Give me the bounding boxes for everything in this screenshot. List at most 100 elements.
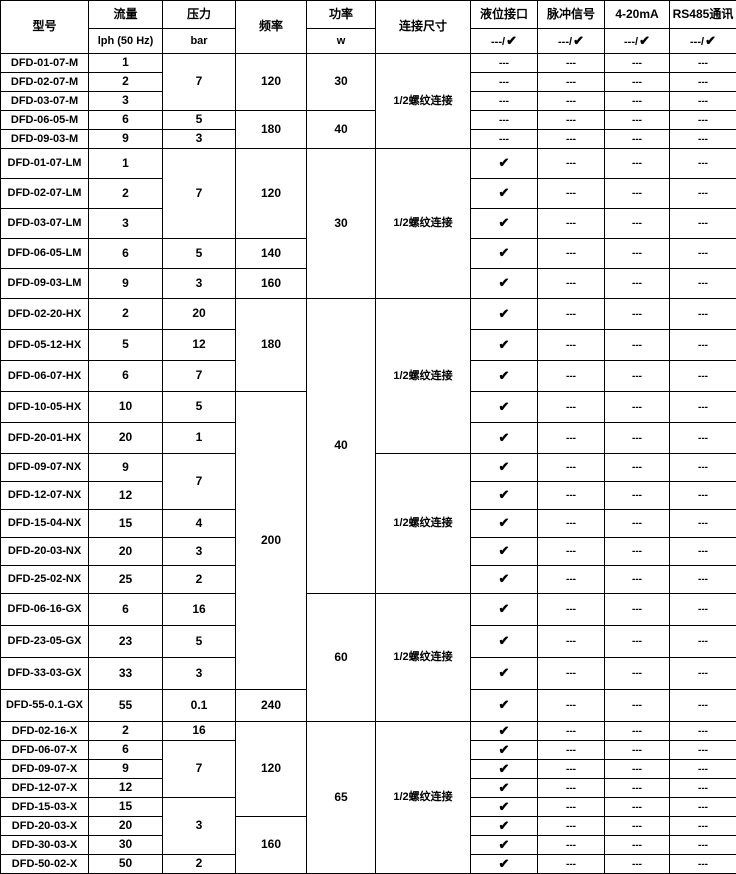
check-icon: ✔ (499, 515, 510, 530)
na-cell: --- (471, 73, 538, 92)
value-cell: 6 (89, 239, 163, 269)
col-header-connection-size: 连接尺寸 (376, 1, 471, 54)
na-cell: --- (538, 239, 605, 269)
value-cell: 20 (163, 299, 236, 330)
na-cell: --- (670, 594, 736, 626)
value-cell: 15 (89, 798, 163, 817)
value-cell: 7 (163, 454, 236, 510)
col-header-rs485: RS485通讯 (670, 1, 736, 29)
na-cell: --- (605, 779, 670, 798)
check-cell: ✔ (471, 179, 538, 209)
check-icon: ✔ (499, 601, 510, 616)
na-cell: --- (670, 111, 736, 130)
value-cell: 20 (89, 538, 163, 566)
check-cell: ✔ (471, 566, 538, 594)
na-cell: --- (538, 299, 605, 330)
model-cell: DFD-06-05-LM (1, 239, 89, 269)
check-icon: ✔ (499, 155, 510, 170)
na-cell: --- (538, 130, 605, 149)
check-icon: ✔ (499, 799, 510, 814)
connection-cell: 1/2螺纹连接 (376, 722, 471, 874)
check-icon: ✔ (499, 697, 510, 712)
value-cell: 20 (89, 817, 163, 836)
na-cell: --- (605, 690, 670, 722)
model-cell: DFD-09-03-LM (1, 269, 89, 299)
na-cell: --- (538, 361, 605, 392)
na-cell: --- (670, 741, 736, 760)
na-cell: --- (670, 538, 736, 566)
check-cell: ✔ (471, 299, 538, 330)
na-cell: --- (538, 722, 605, 741)
check-cell: ✔ (471, 149, 538, 179)
na-option-label: ---/ (558, 36, 572, 48)
na-cell: --- (605, 239, 670, 269)
check-cell: ✔ (471, 798, 538, 817)
check-cell: ✔ (471, 269, 538, 299)
model-cell: DFD-06-07-X (1, 741, 89, 760)
value-cell: 120 (236, 149, 307, 239)
na-cell: --- (471, 54, 538, 73)
na-cell: --- (538, 179, 605, 209)
check-cell: ✔ (471, 454, 538, 482)
check-cell: ✔ (471, 392, 538, 423)
check-icon: ✔ (499, 665, 510, 680)
value-cell: 3 (163, 130, 236, 149)
check-cell: ✔ (471, 760, 538, 779)
na-cell: --- (538, 54, 605, 73)
na-cell: --- (538, 209, 605, 239)
na-cell: --- (538, 92, 605, 111)
na-cell: --- (605, 330, 670, 361)
check-cell: ✔ (471, 423, 538, 454)
value-cell: 9 (89, 269, 163, 299)
check-cell: ✔ (471, 538, 538, 566)
na-cell: --- (538, 538, 605, 566)
na-cell: --- (670, 626, 736, 658)
na-cell: --- (538, 779, 605, 798)
na-cell: --- (538, 482, 605, 510)
na-cell: --- (670, 130, 736, 149)
value-cell: 20 (89, 423, 163, 454)
col-header-4-20ma: 4-20mA (605, 1, 670, 29)
model-cell: DFD-02-07-LM (1, 179, 89, 209)
na-cell: --- (605, 209, 670, 239)
check-cell: ✔ (471, 658, 538, 690)
check-icon: ✔ (499, 337, 510, 352)
value-cell: 3 (163, 658, 236, 690)
value-cell: 16 (163, 594, 236, 626)
value-cell: 30 (89, 836, 163, 855)
check-cell: ✔ (471, 510, 538, 538)
na-cell: --- (670, 209, 736, 239)
model-cell: DFD-06-05-M (1, 111, 89, 130)
model-cell: DFD-03-07-M (1, 92, 89, 111)
value-cell: 5 (163, 111, 236, 130)
value-cell: 160 (236, 269, 307, 299)
value-cell: 12 (89, 779, 163, 798)
flow-unit-label: lph (50 Hz) (89, 29, 163, 54)
na-cell: --- (670, 361, 736, 392)
check-icon: ✔ (705, 33, 716, 48)
na-cell: --- (538, 658, 605, 690)
na-cell: --- (670, 482, 736, 510)
na-cell: --- (538, 836, 605, 855)
na-cell: --- (605, 594, 670, 626)
na-cell: --- (605, 855, 670, 874)
value-cell: 140 (236, 239, 307, 269)
na-cell: --- (605, 538, 670, 566)
value-cell: 180 (236, 111, 307, 149)
check-icon: ✔ (499, 780, 510, 795)
value-cell: 200 (236, 392, 307, 690)
value-cell: 55 (89, 690, 163, 722)
value-cell: 6 (89, 594, 163, 626)
na-cell: --- (605, 760, 670, 779)
value-cell: 120 (236, 54, 307, 111)
na-cell: --- (670, 179, 736, 209)
value-cell: 7 (163, 741, 236, 798)
check-icon: ✔ (499, 275, 510, 290)
check-icon: ✔ (499, 818, 510, 833)
value-cell: 12 (163, 330, 236, 361)
col-header-level-port: 液位接口 (471, 1, 538, 29)
na-cell: --- (605, 722, 670, 741)
value-cell: 2 (89, 722, 163, 741)
